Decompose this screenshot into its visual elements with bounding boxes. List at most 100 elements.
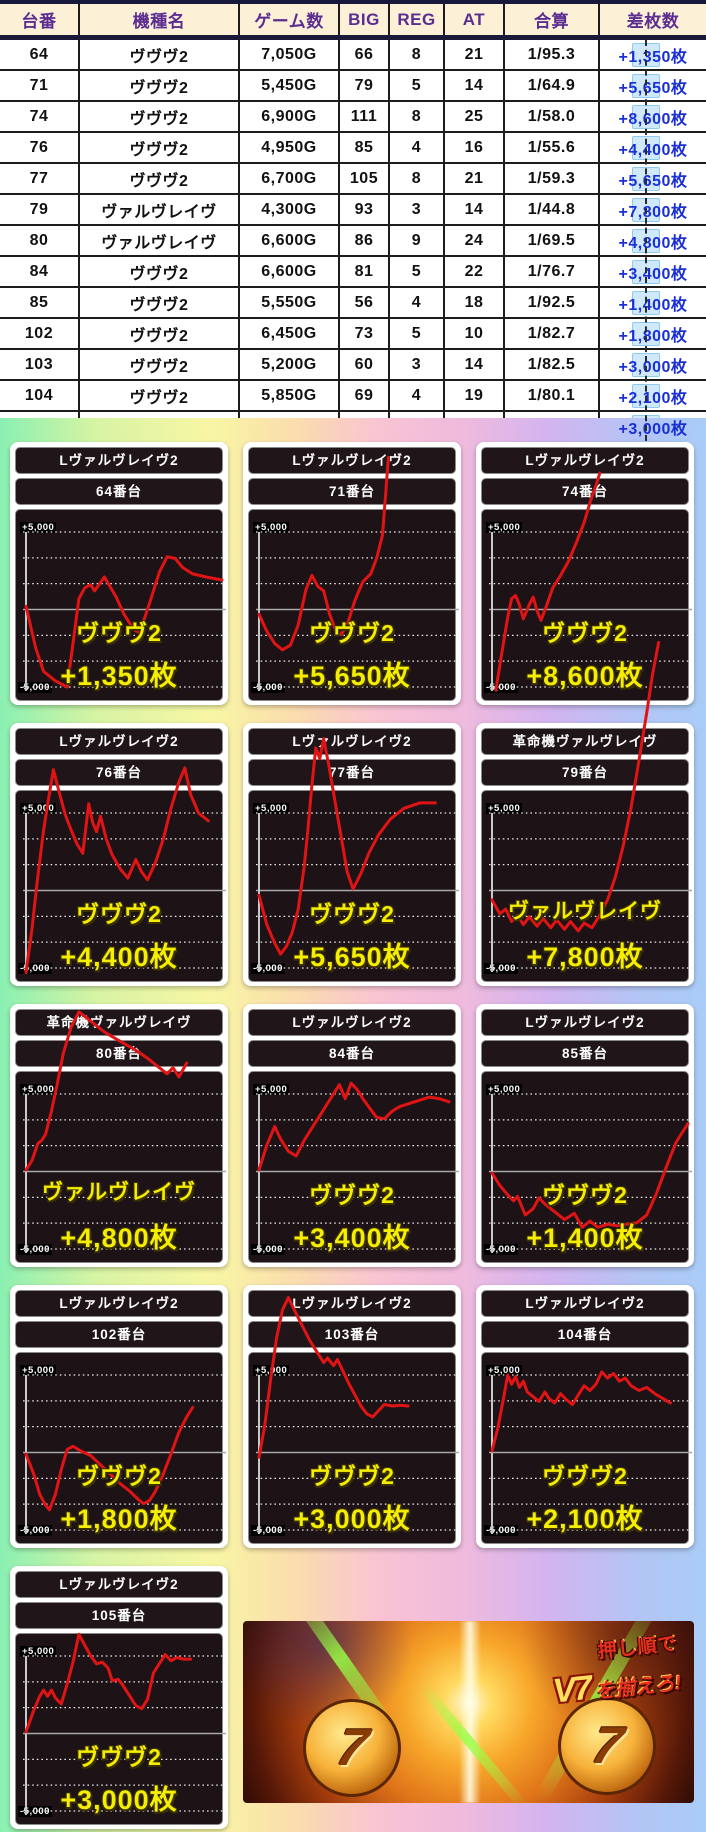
- y-axis-top-label: +5,000: [253, 1084, 290, 1095]
- table-cell: 5,850G: [240, 381, 340, 410]
- slump-line: [24, 1632, 193, 1734]
- slump-line: [24, 1010, 189, 1172]
- table-row: 103 ヴヴヴ2 5,200G 60 3 14 1/82.5 +3,000枚: [0, 350, 706, 381]
- table-cell: 8: [390, 40, 445, 69]
- machine-name-label: ヴヴヴ2: [76, 901, 162, 927]
- slump-graph-svg: [23, 1632, 226, 1815]
- y-axis-bottom-label: -5,000: [18, 682, 52, 693]
- table-cell: ヴヴヴ2: [80, 71, 240, 100]
- slump-graph-card: Lヴァルヴレイヴ2 71番台 +5,000 -5,000 ヴヴヴ2 +5,650枚: [243, 442, 461, 705]
- slump-line: [490, 641, 661, 933]
- table-cell: +4,400枚: [600, 133, 706, 162]
- machine-name-label: ヴァルヴレイヴ: [42, 1181, 196, 1204]
- table-cell: 6,700G: [240, 164, 340, 193]
- slump-line: [257, 737, 437, 956]
- card-machine-title: Lヴァルヴレイヴ2: [248, 447, 456, 474]
- slump-graph-panel: +5,000 -5,000 ヴヴヴ2 +3,400枚: [248, 1071, 459, 1263]
- table-cell: 103: [0, 350, 80, 379]
- y-axis-top-label: +5,000: [486, 522, 523, 533]
- table-cell: 14: [445, 195, 505, 224]
- gold-v-emblem-icon: 7: [558, 1696, 656, 1795]
- diff-value: +1,400枚: [618, 296, 688, 314]
- y-axis-bottom-label: -5,000: [18, 1806, 52, 1817]
- table-cell: ヴァルヴレイヴ: [80, 226, 240, 255]
- table-cell: 4: [390, 133, 445, 162]
- y-axis-bottom-label: -5,000: [484, 1244, 518, 1255]
- slump-line: [24, 555, 224, 689]
- diff-medals-label: +5,650枚: [293, 661, 411, 691]
- card-machine-title: Lヴァルヴレイヴ2: [15, 1290, 223, 1317]
- card-machine-title: Lヴァルヴレイヴ2: [248, 728, 456, 755]
- slump-graph-card: Lヴァルヴレイヴ2 102番台 +5,000 -5,000 ヴヴヴ2 +1,800枚: [10, 1285, 228, 1548]
- slump-graph-svg: [489, 471, 692, 692]
- table-cell: 5,200G: [240, 350, 340, 379]
- table-cell: 24: [445, 226, 505, 255]
- diff-medals-label: +5,650枚: [293, 942, 411, 972]
- table-cell: +7,800枚: [600, 195, 706, 224]
- light-beam-decoration: [459, 1620, 482, 1803]
- table-cell: 14: [445, 350, 505, 379]
- card-unit-number: 105番台: [15, 1602, 223, 1629]
- table-cell: 1/82.5: [505, 350, 600, 379]
- slump-graph-card: Lヴァルヴレイヴ2 77番台 +5,000 -5,000 ヴヴヴ2 +5,650枚: [243, 723, 461, 986]
- slump-graph-panel: +5,000 -5,000 ヴヴヴ2 +1,800枚: [15, 1352, 226, 1544]
- table-cell: +8,600枚: [600, 102, 706, 131]
- card-machine-title: Lヴァルヴレイヴ2: [15, 1571, 223, 1598]
- slump-graph-panel: +5,000 -5,000 ヴヴヴ2 +1,350枚: [15, 509, 226, 701]
- table-cell: 3: [390, 195, 445, 224]
- table-cell: 85: [340, 133, 390, 162]
- y-axis-top-label: +5,000: [486, 1365, 523, 1376]
- table-cell: 6,600G: [240, 257, 340, 286]
- machine-name-label: ヴヴヴ2: [76, 1744, 162, 1770]
- table-cell: 4: [390, 381, 445, 410]
- table-cell: 19: [445, 381, 505, 410]
- diff-medals-label: +1,400枚: [526, 1223, 644, 1253]
- y-axis-top-label: +5,000: [486, 1084, 523, 1095]
- card-unit-number: 71番台: [248, 478, 456, 505]
- slump-graph-svg: [23, 1010, 226, 1253]
- table-cell: 79: [0, 195, 80, 224]
- card-machine-title: 革命機ヴァルヴレイヴ: [481, 728, 689, 755]
- y-axis-top-label: +5,000: [253, 803, 290, 814]
- slump-graph-panel: +5,000 -5,000 ヴヴヴ2 +4,400枚: [15, 766, 226, 982]
- table-cell: 21: [445, 40, 505, 69]
- y-axis-top-label: +5,000: [20, 1084, 57, 1095]
- diff-value: +4,400枚: [618, 141, 688, 159]
- table-row: 80 ヴァルヴレイヴ 6,600G 86 9 24 1/69.5 +4,800枚: [0, 226, 706, 257]
- diff-medals-label: +1,350枚: [60, 661, 178, 691]
- slump-graph-svg: [256, 737, 459, 972]
- table-cell: 25: [445, 102, 505, 131]
- table-cell: 84: [0, 257, 80, 286]
- card-machine-title: Lヴァルヴレイヴ2: [15, 728, 223, 755]
- slump-graph-grid: Lヴァルヴレイヴ2 64番台 +5,000 -5,000 ヴヴヴ2 +1,350枚 Lヴァル…: [0, 418, 706, 1832]
- y-axis-bottom-label: -5,000: [18, 1525, 52, 1536]
- diff-value: +4,800枚: [618, 234, 688, 252]
- table-cell: 22: [445, 257, 505, 286]
- machine-name-label: ヴヴヴ2: [542, 620, 628, 646]
- column-header: BIG: [340, 4, 390, 35]
- diff-medals-label: +3,400枚: [293, 1223, 411, 1253]
- card-machine-title: Lヴァルヴレイヴ2: [248, 1009, 456, 1036]
- table-cell: 18: [445, 288, 505, 317]
- table-cell: 21: [445, 164, 505, 193]
- column-header: 差枚数: [626, 12, 680, 31]
- table-cell: 6,600G: [240, 226, 340, 255]
- slump-graph-panel: +5,000 -5,000 ヴァルヴレイヴ +4,800枚: [15, 1010, 226, 1263]
- slump-graph-svg: [23, 531, 226, 691]
- diff-medals-label: +3,000枚: [293, 1504, 411, 1534]
- table-cell: 3: [390, 350, 445, 379]
- diff-medals-label: +3,000枚: [60, 1785, 178, 1815]
- slump-line: [257, 1081, 451, 1172]
- machine-name-label: ヴヴヴ2: [309, 1182, 395, 1208]
- slump-line: [490, 1122, 690, 1229]
- table-cell: ヴァルヴレイヴ: [80, 195, 240, 224]
- card-machine-title: Lヴァルヴレイヴ2: [481, 1290, 689, 1317]
- y-axis-bottom-label: -5,000: [251, 682, 285, 693]
- table-row: 102 ヴヴヴ2 6,450G 73 5 10 1/82.7 +1,800枚: [0, 319, 706, 350]
- table-cell: +1,800枚: [600, 319, 706, 348]
- table-cell: ヴヴヴ2: [80, 288, 240, 317]
- table-row: 77 ヴヴヴ2 6,700G 105 8 21 1/59.3 +5,650枚: [0, 164, 706, 195]
- table-row: 104 ヴヴヴ2 5,850G 69 4 19 1/80.1 +2,100枚: [0, 381, 706, 412]
- gold-v-emblem-icon: 7: [303, 1698, 401, 1797]
- table-cell: 6,900G: [240, 102, 340, 131]
